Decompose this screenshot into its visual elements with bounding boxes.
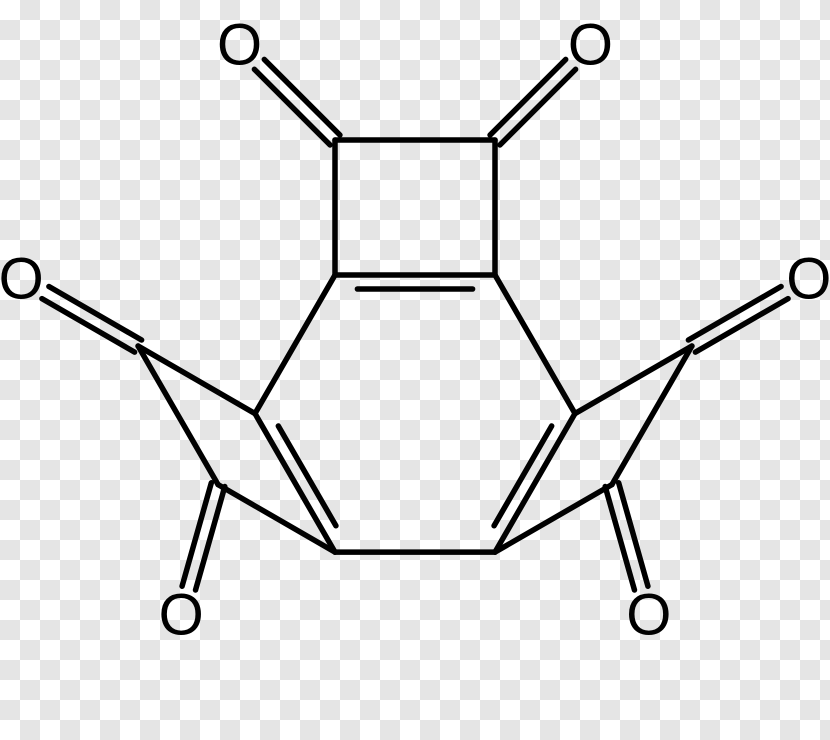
diagram-canvas: OOOOOO xyxy=(0,0,830,740)
molecule-svg xyxy=(0,0,830,740)
